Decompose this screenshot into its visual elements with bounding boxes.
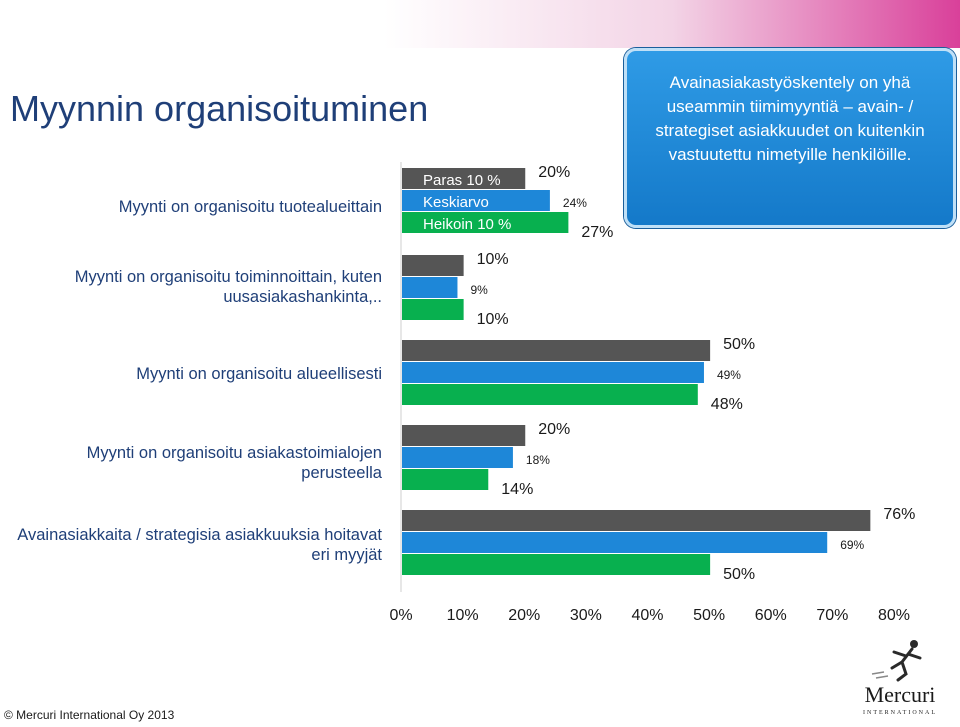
value-label-2-3: 14% (501, 481, 533, 498)
bar-keskiarvo-4 (402, 532, 828, 553)
runner-figure-icon (871, 640, 922, 682)
bar-keskiarvo-3 (402, 447, 513, 468)
bar-keskiarvo-1 (402, 277, 458, 298)
mercuri-logo: Mercuri INTERNATIONAL (862, 638, 938, 720)
header-gradient-bar (0, 0, 960, 48)
legend-label-0: Paras 10 % (423, 172, 501, 189)
value-label-2-2: 48% (711, 396, 743, 413)
bar-heikoin-4 (402, 554, 711, 575)
bar-paras-4 (402, 510, 871, 531)
bar-group: 20% Paras 10 % 24% Keskiarvo 27% Heikoin 10 %… (402, 164, 915, 583)
category-label-toiminnoittain: Myynti on organisoitu toiminnoittain, ku… (74, 268, 382, 306)
logo-subtitle: INTERNATIONAL (863, 710, 937, 716)
category-label-asiakastoimialojen: Myynti on organisoitu asiakastoimialojen… (86, 444, 382, 482)
value-label-0-3: 20% (538, 421, 570, 438)
value-label-1-1: 9% (470, 283, 488, 297)
x-tick-label-4: 40% (631, 607, 663, 624)
x-tick-labels: 0% 10% 20% 30% 40% 50% 60% 70% 80% (389, 607, 910, 624)
value-label-1-3: 18% (526, 453, 550, 467)
category-label-alueellisesti: Myynti on organisoitu alueellisesti (136, 365, 382, 383)
value-label-2-4: 50% (723, 566, 755, 583)
value-label-2-1: 10% (477, 311, 509, 328)
bar-keskiarvo-0 (402, 190, 550, 211)
value-label-0-0: 20% (538, 164, 570, 181)
value-label-1-4: 69% (840, 538, 864, 552)
x-tick-label-8: 80% (878, 607, 910, 624)
category-label-avainasiakkaita: Avainasiakkaita / strategisia asiakkuuks… (17, 526, 382, 564)
bar-heikoin-3 (402, 469, 489, 490)
value-label-2-0: 27% (581, 224, 613, 241)
bar-heikoin-0 (402, 212, 569, 233)
legend-label-2: Heikoin 10 % (423, 216, 511, 233)
bar-paras-2 (402, 340, 711, 361)
value-label-1-0: 24% (563, 196, 587, 210)
legend-label-1: Keskiarvo (423, 194, 489, 211)
bar-paras-1 (402, 255, 464, 276)
x-tick-label-3: 30% (570, 607, 602, 624)
value-label-0-1: 10% (477, 251, 509, 268)
x-tick-label-7: 70% (816, 607, 848, 624)
x-tick-label-0: 0% (389, 607, 412, 624)
bar-paras-0 (402, 168, 526, 189)
bar-keskiarvo-2 (402, 362, 704, 383)
bar-paras-3 (402, 425, 526, 446)
bar-heikoin-1 (402, 299, 464, 320)
bar-heikoin-2 (402, 384, 698, 405)
x-tick-label-1: 10% (447, 607, 479, 624)
value-label-0-2: 50% (723, 336, 755, 353)
page-title: Myynnin organisoituminen (10, 88, 429, 129)
x-tick-label-2: 20% (508, 607, 540, 624)
callout-box: Avainasiakastyöskentely on yhä useammin … (624, 48, 956, 228)
callout-text: Avainasiakastyöskentely on yhä useammin … (655, 73, 925, 164)
category-label-tuotealueittain: Myynti on organisoitu tuotealueittain (118, 198, 382, 216)
logo-name: Mercuri (864, 682, 936, 707)
x-tick-label-6: 60% (755, 607, 787, 624)
footer-copyright: © Mercuri International Oy 2013 (4, 708, 175, 722)
value-label-1-2: 49% (717, 368, 741, 382)
value-label-0-4: 76% (883, 506, 915, 523)
x-tick-label-5: 50% (693, 607, 725, 624)
